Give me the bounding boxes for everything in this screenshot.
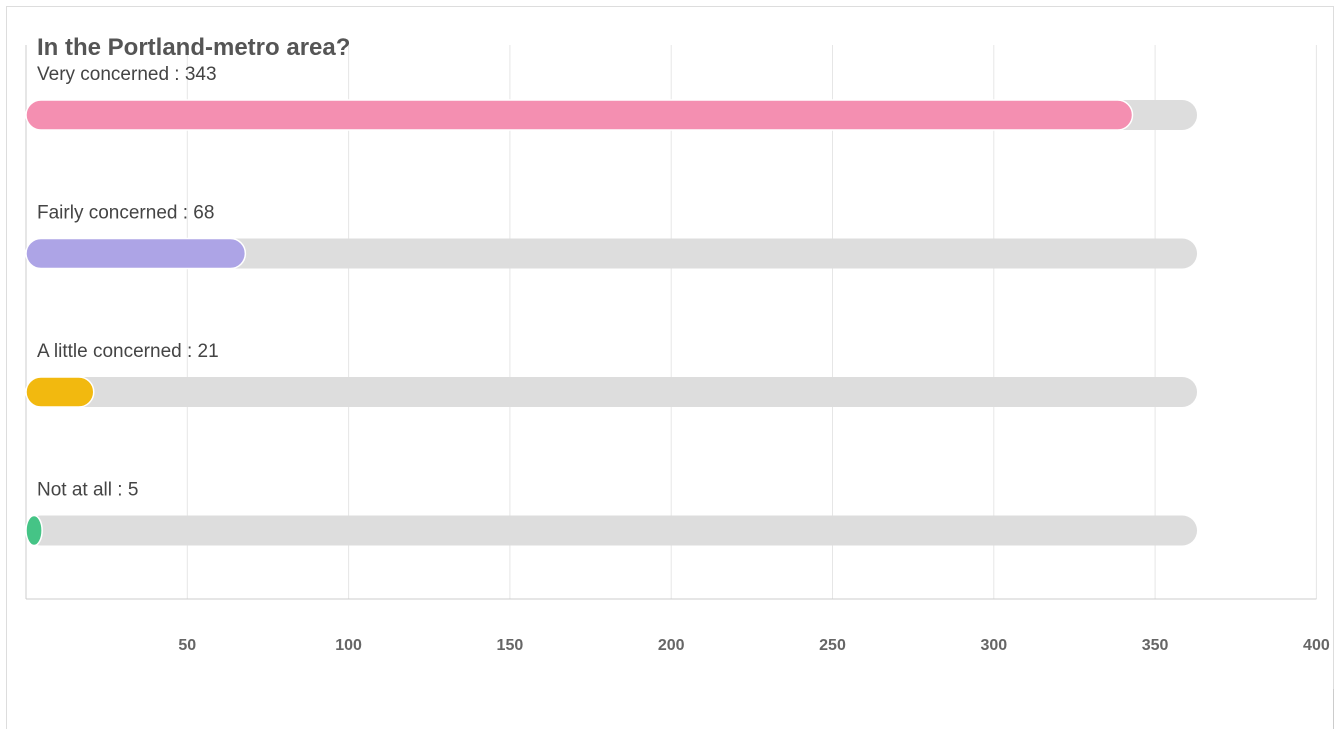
x-axis-ticks: 50 100 150 200 250 300 350 400 xyxy=(178,637,1329,654)
bar-label: Very concerned : 343 xyxy=(37,64,217,85)
bar-label: A little concerned : 21 xyxy=(37,341,219,362)
x-tick-label: 400 xyxy=(1303,637,1330,654)
chart-frame xyxy=(6,6,1334,729)
bar xyxy=(25,376,95,408)
x-tick-label: 200 xyxy=(658,637,685,654)
x-tick-label: 350 xyxy=(1142,637,1169,654)
bar-track xyxy=(26,515,1198,546)
x-tick-label: 100 xyxy=(335,637,362,654)
bar-track xyxy=(26,377,1198,407)
chart-title: In the Portland-metro area? xyxy=(37,34,350,61)
bar-label: Not at all : 5 xyxy=(37,480,138,501)
gridlines xyxy=(25,45,1317,600)
x-tick-label: 150 xyxy=(497,637,524,654)
bar-track xyxy=(26,238,1198,269)
bar xyxy=(25,514,43,547)
bar xyxy=(25,237,247,270)
category-labels: Very concerned : 343 Fairly concerned : 6… xyxy=(37,64,219,501)
bars xyxy=(25,99,1198,547)
x-tick-label: 50 xyxy=(178,637,196,654)
frame-corner-tick xyxy=(1333,689,1334,729)
bar-label: Fairly concerned : 68 xyxy=(37,203,214,224)
x-tick-label: 250 xyxy=(819,637,846,654)
x-tick-label: 300 xyxy=(980,637,1007,654)
bar xyxy=(25,99,1134,131)
